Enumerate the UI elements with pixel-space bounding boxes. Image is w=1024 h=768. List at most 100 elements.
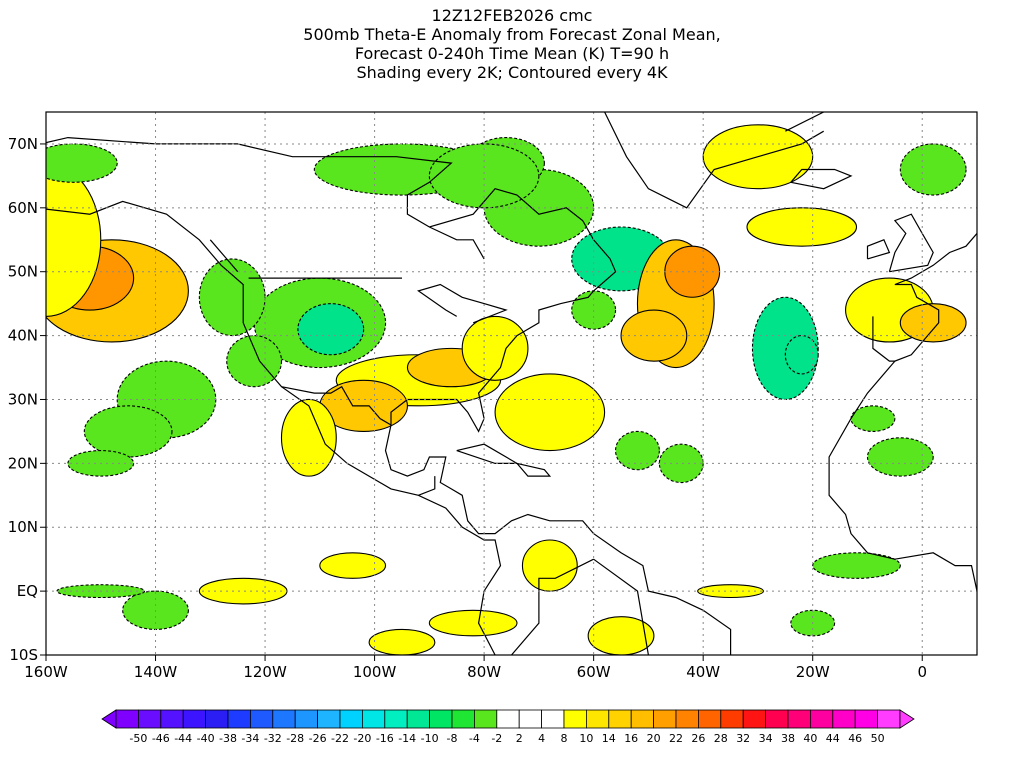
colorbar-swatch <box>630 709 655 729</box>
colorbar-label: 26 <box>691 732 705 745</box>
anomaly-blob <box>615 430 660 471</box>
coastline <box>46 200 502 655</box>
y-tick-label: 10S <box>9 646 38 664</box>
title-line-4: Shading every 2K; Contoured every 4K <box>356 63 668 82</box>
colorbar-label: 46 <box>848 732 862 745</box>
colorbar-swatch <box>653 709 677 729</box>
coastline <box>281 385 392 426</box>
anomaly-blob <box>198 577 288 605</box>
colorbar-swatch <box>272 709 296 729</box>
anomaly-blob <box>83 405 173 458</box>
colorbar-label: 50 <box>871 732 885 745</box>
plot-frame <box>45 111 978 656</box>
coastline <box>209 239 239 273</box>
anomaly-blob <box>899 303 967 343</box>
y-tick-label: 40N <box>8 327 38 345</box>
colorbar-swatch <box>765 709 789 729</box>
y-axis: 10S EQ 10N 20N 30N 40N 50N 60N 70N <box>8 135 46 664</box>
anomaly-blob <box>319 552 387 579</box>
coastline <box>604 112 825 209</box>
colorbar-swatch <box>810 709 834 729</box>
coastline <box>46 136 617 433</box>
anomaly-blob <box>784 335 819 375</box>
colorbar-swatch <box>563 709 587 729</box>
anomaly-blob <box>850 405 896 432</box>
x-tick-label: 40W <box>686 663 720 681</box>
colorbar-swatch <box>742 709 767 729</box>
coastline <box>417 283 508 324</box>
colorbar-swatch <box>160 709 184 729</box>
colorbar-label: 4 <box>538 732 545 745</box>
anomaly-blob <box>746 207 858 247</box>
colorbar-swatch <box>294 709 319 729</box>
colorbar-swatch <box>675 709 699 729</box>
colorbar-swatch <box>115 709 139 729</box>
x-tick-label: 80W <box>467 663 501 681</box>
y-tick-label: EQ <box>17 582 38 600</box>
colorbar-label: 22 <box>669 732 683 745</box>
colorbar-swatch <box>496 709 520 729</box>
y-tick-label: 30N <box>8 390 38 408</box>
colorbar-label: -8 <box>447 732 458 745</box>
title-line-1: 12Z12FEB2026 cmc <box>431 6 593 25</box>
x-tick-label: 20W <box>796 663 830 681</box>
colorbar-swatch <box>720 709 744 729</box>
colorbar-swatch <box>608 709 632 729</box>
colorbar-label: 32 <box>736 732 750 745</box>
colorbar-swatch <box>787 709 811 729</box>
anomaly-blob <box>198 258 266 337</box>
anomaly-blob <box>899 143 967 196</box>
anomaly-blob <box>46 162 102 317</box>
title-line-2: 500mb Theta-E Anomaly from Forecast Zona… <box>303 25 721 44</box>
colorbar-left-arrow <box>101 709 117 729</box>
anomaly-blob <box>280 398 337 477</box>
colorbar-label: -22 <box>331 732 349 745</box>
colorbar-swatch <box>586 709 610 729</box>
colorbar-swatch <box>406 709 431 729</box>
colorbar-swatch <box>451 709 475 729</box>
coastline <box>511 558 594 655</box>
coastline <box>418 476 436 496</box>
colorbar-label: -28 <box>286 732 304 745</box>
colorbar-label: -46 <box>152 732 170 745</box>
colorbar-label: -14 <box>398 732 416 745</box>
colorbar-label: -50 <box>129 732 147 745</box>
colorbar-label: 10 <box>579 732 593 745</box>
anomaly-blob <box>428 609 518 637</box>
colorbar-label: -40 <box>197 732 215 745</box>
chart-title: 12Z12FEB2026 cmc 500mb Theta-E Anomaly f… <box>0 6 1024 82</box>
colorbar-swatch <box>384 709 408 729</box>
y-tick-label: 70N <box>8 135 38 153</box>
coastline <box>828 360 977 592</box>
colorbar-label: -10 <box>421 732 439 745</box>
x-tick-label: 140W <box>134 663 178 681</box>
coastline <box>790 168 853 190</box>
colorbar-label: -44 <box>174 732 192 745</box>
colorbar-swatch <box>339 709 363 729</box>
y-tick-label: 60N <box>8 199 38 217</box>
colorbar-swatch <box>227 709 251 729</box>
colorbar-label: -38 <box>219 732 237 745</box>
anomaly-blob <box>297 303 365 356</box>
anomaly-blob <box>428 143 540 209</box>
colorbar-swatch <box>854 709 879 729</box>
colorbar-label: 40 <box>803 732 817 745</box>
title-line-3: Forecast 0-240h Time Mean (K) T=90 h <box>354 44 670 63</box>
y-tick-label: 20N <box>8 454 38 472</box>
x-tick-label: 120W <box>243 663 287 681</box>
colorbar-label: 34 <box>759 732 773 745</box>
colorbar-swatch <box>473 709 498 729</box>
colorbar-label: -2 <box>491 732 502 745</box>
coastline <box>866 239 891 260</box>
colorbar-label: -34 <box>241 732 259 745</box>
anomaly-blob <box>461 315 529 381</box>
anomaly-blob <box>866 437 934 477</box>
colorbar-label: 16 <box>624 732 638 745</box>
colorbar-label: 14 <box>602 732 616 745</box>
colorbar-label: 8 <box>561 732 568 745</box>
colorbar-swatch <box>361 709 386 729</box>
coastline <box>872 233 977 362</box>
x-tick-label: 60W <box>577 663 611 681</box>
anomaly-blob <box>226 335 283 388</box>
